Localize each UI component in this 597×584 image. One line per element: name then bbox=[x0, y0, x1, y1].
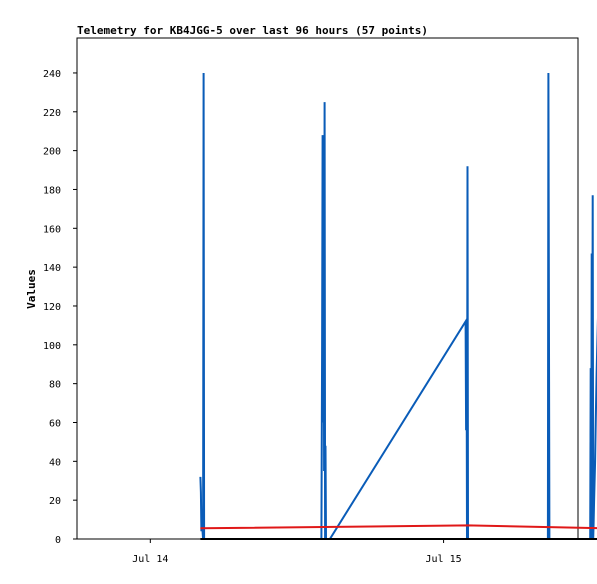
x-tick-label: Jul 14 bbox=[132, 554, 168, 565]
y-tick-label: 200 bbox=[43, 147, 61, 158]
y-tick-label: 240 bbox=[43, 69, 61, 80]
x-tick-label: Jul 15 bbox=[426, 554, 462, 565]
y-tick-label: 40 bbox=[49, 457, 61, 468]
y-tick-label: 80 bbox=[49, 380, 61, 391]
y-tick-label: 60 bbox=[49, 418, 61, 429]
series-0-line bbox=[199, 72, 597, 540]
y-tick-label: 140 bbox=[43, 263, 61, 274]
series-1-line bbox=[200, 524, 597, 530]
y-tick-label: 220 bbox=[43, 108, 61, 119]
y-tick-label: 20 bbox=[49, 496, 61, 507]
y-axis-label: Values bbox=[25, 269, 38, 309]
y-tick-label: 100 bbox=[43, 341, 61, 352]
plot-area bbox=[76, 37, 579, 540]
y-axis: 0 20 40 60 80 100 120 140 160 180 200 220 240 bbox=[43, 69, 77, 546]
x-axis: Jul 14 Jul 15 bbox=[132, 539, 462, 565]
y-tick-label: 180 bbox=[43, 185, 61, 196]
y-tick-label: 120 bbox=[43, 302, 61, 313]
chart-title: Telemetry for KB4JGG-5 over last 96 hour… bbox=[77, 24, 428, 37]
series-layer bbox=[199, 72, 597, 540]
y-tick-label: 0 bbox=[55, 535, 61, 546]
y-tick-label: 160 bbox=[43, 224, 61, 235]
